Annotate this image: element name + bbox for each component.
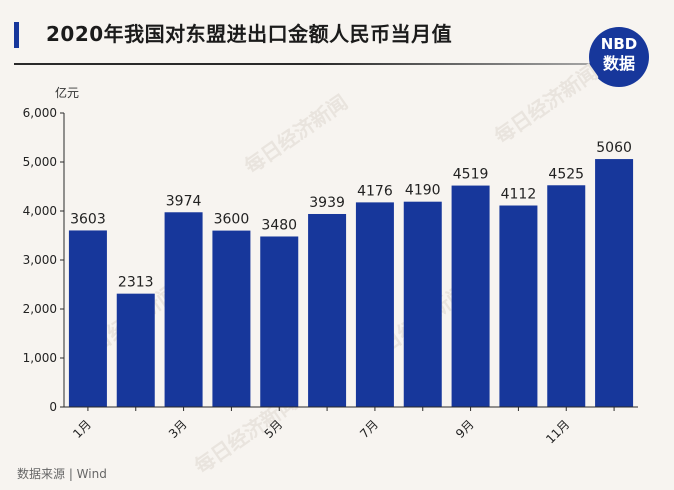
data-label-2: 2313 xyxy=(118,275,154,291)
title-accent-bar xyxy=(14,22,19,48)
data-label-5: 3480 xyxy=(261,217,297,233)
bars-layer xyxy=(68,159,634,407)
bar-1 xyxy=(68,230,107,407)
data-label-6: 3939 xyxy=(309,195,345,211)
logo-line-2: 数据 xyxy=(602,54,635,73)
watermark-text: 每日经济新闻 xyxy=(490,60,602,148)
bar-6 xyxy=(308,213,347,407)
y-tick-label: 4,000 xyxy=(23,204,57,218)
data-label-1: 3603 xyxy=(70,211,106,227)
logo-line-1: NBD xyxy=(600,35,638,53)
x-tick-label: 11月 xyxy=(543,417,572,446)
bar-10 xyxy=(499,205,538,407)
bar-2 xyxy=(116,293,155,407)
x-tick-label: 1月 xyxy=(70,417,94,441)
data-label-11: 4525 xyxy=(548,166,584,182)
y-axis-unit-label: 亿元 xyxy=(55,86,80,100)
y-tick-label: 6,000 xyxy=(23,106,57,120)
data-label-8: 4190 xyxy=(405,183,441,199)
data-label-7: 4176 xyxy=(357,183,393,199)
data-label-10: 4112 xyxy=(501,187,537,203)
page-title: 2020年我国对东盟进出口金额人民币当月值 xyxy=(46,22,453,46)
x-tick-label: 7月 xyxy=(357,417,381,441)
x-tick-label: 9月 xyxy=(453,417,477,441)
bar-4 xyxy=(212,230,251,407)
data-label-12: 5060 xyxy=(596,140,632,156)
bar-5 xyxy=(260,236,299,407)
bar-9 xyxy=(451,185,490,407)
title-divider xyxy=(14,63,646,65)
data-label-4: 3600 xyxy=(214,212,250,228)
data-labels-layer: 3603 2313 3974 3600 3480 3939 4176 4190 4519 4112… xyxy=(70,140,632,291)
bar-8 xyxy=(403,201,442,407)
bar-12 xyxy=(595,159,634,407)
data-source-note: 数据来源 | Wind xyxy=(17,467,107,481)
data-label-3: 3974 xyxy=(166,193,202,209)
y-tick-label: 2,000 xyxy=(23,302,57,316)
y-tick-label: 5,000 xyxy=(23,155,57,169)
y-tick-label: 0 xyxy=(49,400,57,414)
bar-11 xyxy=(547,185,586,407)
data-label-9: 4519 xyxy=(453,167,489,183)
x-tick-label: 3月 xyxy=(166,417,190,441)
nbd-logo: NBD 数据 xyxy=(589,27,649,87)
watermark-text: 每日经济新闻 xyxy=(240,90,352,178)
bar-7 xyxy=(355,202,394,407)
y-tick-label: 3,000 xyxy=(23,253,57,267)
bar-3 xyxy=(164,212,203,407)
y-tick-label: 1,000 xyxy=(23,351,57,365)
